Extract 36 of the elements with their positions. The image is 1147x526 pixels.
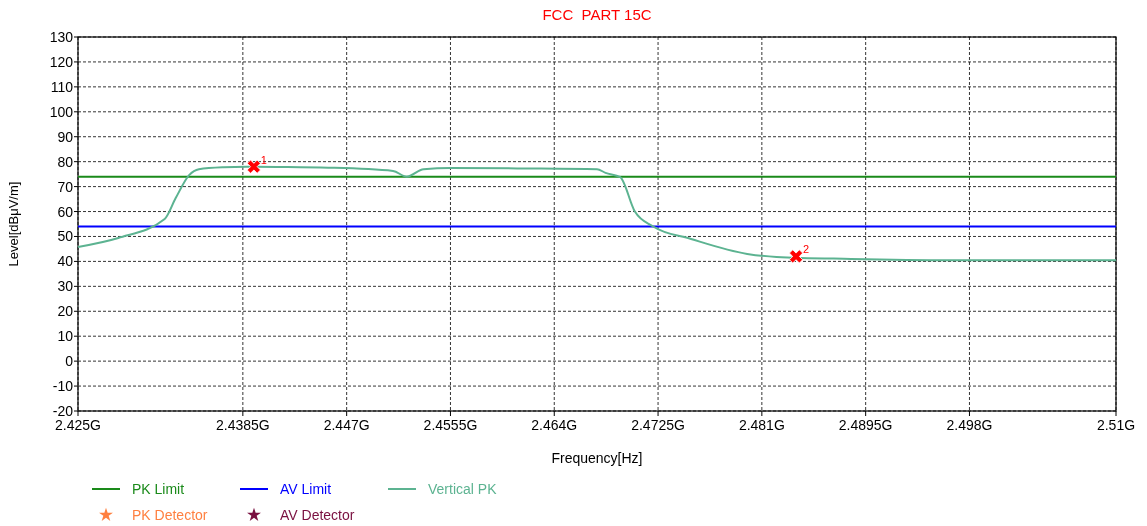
x-tick-label: 2.4725G [631,417,685,433]
y-tick-label: 10 [57,328,74,345]
y-tick-label: 130 [49,29,74,45]
y-tick-label: 60 [57,203,74,220]
y-tick-label: -10 [52,378,74,395]
x-tick-label: 2.464G [531,417,578,433]
annotation: 2 [803,243,810,256]
y-tick-label: -20 [52,403,74,419]
y-tick-label: 90 [57,128,74,145]
x-tick-label: 2.4895G [838,417,893,433]
legend-label: AV Detector [280,507,355,523]
x-tick-label: 2.498G [946,417,993,433]
y-tick-label: 110 [50,78,74,95]
annotation: 1 [260,153,267,166]
legend-label: PK Detector [132,507,208,523]
x-tick-label: 2.51G [1096,417,1136,433]
y-tick-label: 120 [49,53,74,70]
y-tick-label: 70 [57,178,74,195]
chart-title: FCC PART 15C [542,6,652,23]
legend-label: PK Limit [132,481,185,497]
x-tick-label: 2.4555G [423,417,478,433]
y-tick-label: 20 [57,303,74,320]
legend-label: AV Limit [280,481,332,497]
y-tick-label: 40 [57,253,74,270]
y-tick-label: 0 [65,353,74,370]
y-tick-label: 80 [57,153,74,170]
y-tick-label: 30 [57,278,74,295]
y-axis-title: Level[dBμV/m] [6,181,21,267]
x-tick-label: 2.447G [323,417,370,433]
x-tick-label: 2.425G [55,417,101,433]
y-tick-label: 100 [49,103,74,120]
legend-label: Vertical PK [428,481,498,497]
y-tick-label: 50 [57,228,74,245]
x-axis-title: Frequency[Hz] [551,450,643,466]
x-tick-label: 2.4385G [216,417,270,433]
x-tick-label: 2.481G [738,417,785,433]
